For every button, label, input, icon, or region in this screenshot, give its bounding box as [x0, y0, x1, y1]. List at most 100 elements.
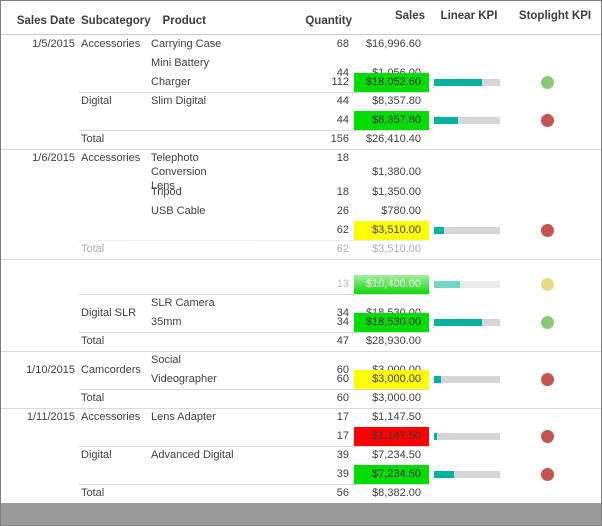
linear-kpi-track [434, 433, 500, 440]
sales-cell: $10,400.00 [354, 275, 429, 294]
linear-kpi-fill [434, 281, 461, 288]
stoplight-kpi-cell [509, 465, 601, 484]
linear-kpi-fill [434, 319, 482, 326]
linear-kpi-cell [429, 313, 509, 332]
row-divider [79, 130, 429, 131]
sales-cell: $8,357.80 [354, 111, 429, 130]
stoplight-kpi-cell [509, 73, 601, 92]
subtotal-row: 112 $18,052.60 [1, 73, 601, 92]
linear-kpi-cell [429, 73, 509, 92]
subtotal-row: 60 $3,000.00 [1, 370, 601, 389]
sales-cell: $3,000.00 [372, 392, 421, 404]
stoplight-kpi-cell [509, 427, 601, 446]
stoplight-kpi-cell [509, 446, 601, 465]
linear-kpi-track [434, 227, 500, 234]
table-body: 1/5/2015 Accessories Carrying Case 68 $16,99… [1, 35, 601, 525]
quantity-cell: 60 [336, 373, 349, 385]
subtotal-row: 17 $1,147.50 [1, 427, 601, 446]
linear-kpi-cell [429, 275, 509, 294]
stoplight-dot-yellow-icon [540, 278, 554, 291]
product-cell: Carrying Case [151, 38, 222, 50]
table-row: 1/10/2015 Camcorders Social Videographer 60… [1, 351, 601, 385]
linear-kpi-bar [434, 319, 500, 326]
grand-total-row: Total579$113,992.40 [1, 503, 601, 525]
quantity-cell: 68 [336, 38, 349, 50]
sales-cell: $26,410.40 [365, 133, 421, 145]
stoplight-kpi-cell [509, 130, 601, 149]
linear-kpi-cell [429, 465, 509, 484]
date-cell: 1/11/2015 [26, 411, 75, 423]
column-header-stoplight-kpi: Stoplight KPI [518, 9, 592, 22]
linear-kpi-cell [429, 130, 509, 149]
table-row: Digital Slim Digital 44 $8,357.80 [1, 92, 601, 111]
column-header-product: Product [162, 15, 206, 27]
row-divider [79, 389, 429, 390]
table-row: 1/11/2015 Accessories Lens Adapter 17 $1,147… [1, 408, 601, 427]
header-divider [1, 34, 601, 35]
product-cell: Slim Digital [151, 95, 207, 107]
product-cell: Telephoto Conversion Lens [151, 152, 207, 192]
linear-kpi-cell [429, 484, 509, 503]
stoplight-dot-green-icon [540, 316, 554, 329]
row-divider [79, 446, 429, 447]
linear-kpi-bar [434, 471, 500, 478]
linear-kpi-track [434, 117, 500, 124]
quantity-cell: 60 [336, 363, 349, 376]
sales-cell: $780.00 [381, 205, 421, 217]
stoplight-kpi-cell [509, 111, 601, 130]
subtotal-row: 62 $3,510.00 [1, 221, 601, 240]
row-divider [1, 503, 601, 525]
subcategory-cell: Accessories [81, 411, 141, 423]
subtotal-row: 13 $10,400.00 [1, 275, 601, 294]
quantity-cell: 17 [336, 411, 349, 423]
product-cell: Advanced Digital [151, 449, 234, 461]
subcategory-cell: Total [81, 392, 105, 404]
stoplight-kpi-cell [509, 275, 601, 294]
column-header-sales: Sales [394, 9, 425, 22]
quantity-cell: 44 [336, 114, 349, 126]
stoplight-kpi-cell [509, 484, 601, 503]
quantity-cell: 56 [336, 487, 349, 499]
subcategory-cell: Total [81, 243, 105, 255]
quantity-cell: 47 [336, 335, 349, 347]
stoplight-kpi-cell [509, 408, 601, 427]
sales-cell: $28,930.00 [365, 335, 421, 347]
column-header-linear-kpi: Linear KPI [440, 9, 498, 22]
product-cell: Social Videographer [151, 354, 217, 385]
subtotal-row: 44 $8,357.80 [1, 111, 601, 130]
linear-kpi-bar [434, 281, 500, 288]
linear-kpi-cell [429, 202, 509, 221]
date-cell: 1/5/2015 [32, 38, 75, 50]
group-total-row: Total 47 $28,930.00 [1, 332, 601, 351]
subcategory-cell: Digital [81, 95, 112, 107]
sales-cell: $18,052.60 [354, 73, 429, 92]
linear-kpi-fill [434, 471, 454, 478]
sales-cell: $1,350.00 [372, 186, 421, 198]
table-row: 1/6/2015 Accessories Telephoto Conversion … [1, 149, 601, 192]
sales-cell: $1,380.00 [372, 166, 421, 178]
stoplight-dot-green-icon [540, 76, 554, 89]
sales-cell: $8,382.00 [372, 487, 421, 499]
stoplight-dot-red-icon [540, 373, 554, 386]
linear-kpi-track [434, 376, 500, 383]
stoplight-kpi-cell [509, 35, 601, 54]
linear-kpi-cell [429, 240, 509, 259]
linear-kpi-cell [429, 92, 509, 111]
row-divider [1, 351, 601, 352]
subcategory-cell: Accessories [81, 152, 141, 164]
subcategory-cell: Accessories [81, 38, 141, 50]
linear-kpi-track [434, 471, 500, 478]
date-cell: 1/6/2015 [32, 152, 75, 164]
linear-kpi-bar [434, 433, 500, 440]
quantity-cell: 26 [336, 205, 349, 217]
stoplight-kpi-cell [509, 389, 601, 408]
stoplight-kpi-cell [509, 313, 601, 332]
linear-kpi-cell [429, 35, 509, 54]
quantity-cell: 44 [336, 95, 349, 107]
column-header-sales-date: Sales Date [16, 15, 75, 27]
sales-cell: $3,510.00 [372, 243, 421, 255]
group-total-row: Total 56 $8,382.00 [1, 484, 601, 503]
linear-kpi-cell [429, 408, 509, 427]
linear-kpi-fill [434, 433, 437, 440]
